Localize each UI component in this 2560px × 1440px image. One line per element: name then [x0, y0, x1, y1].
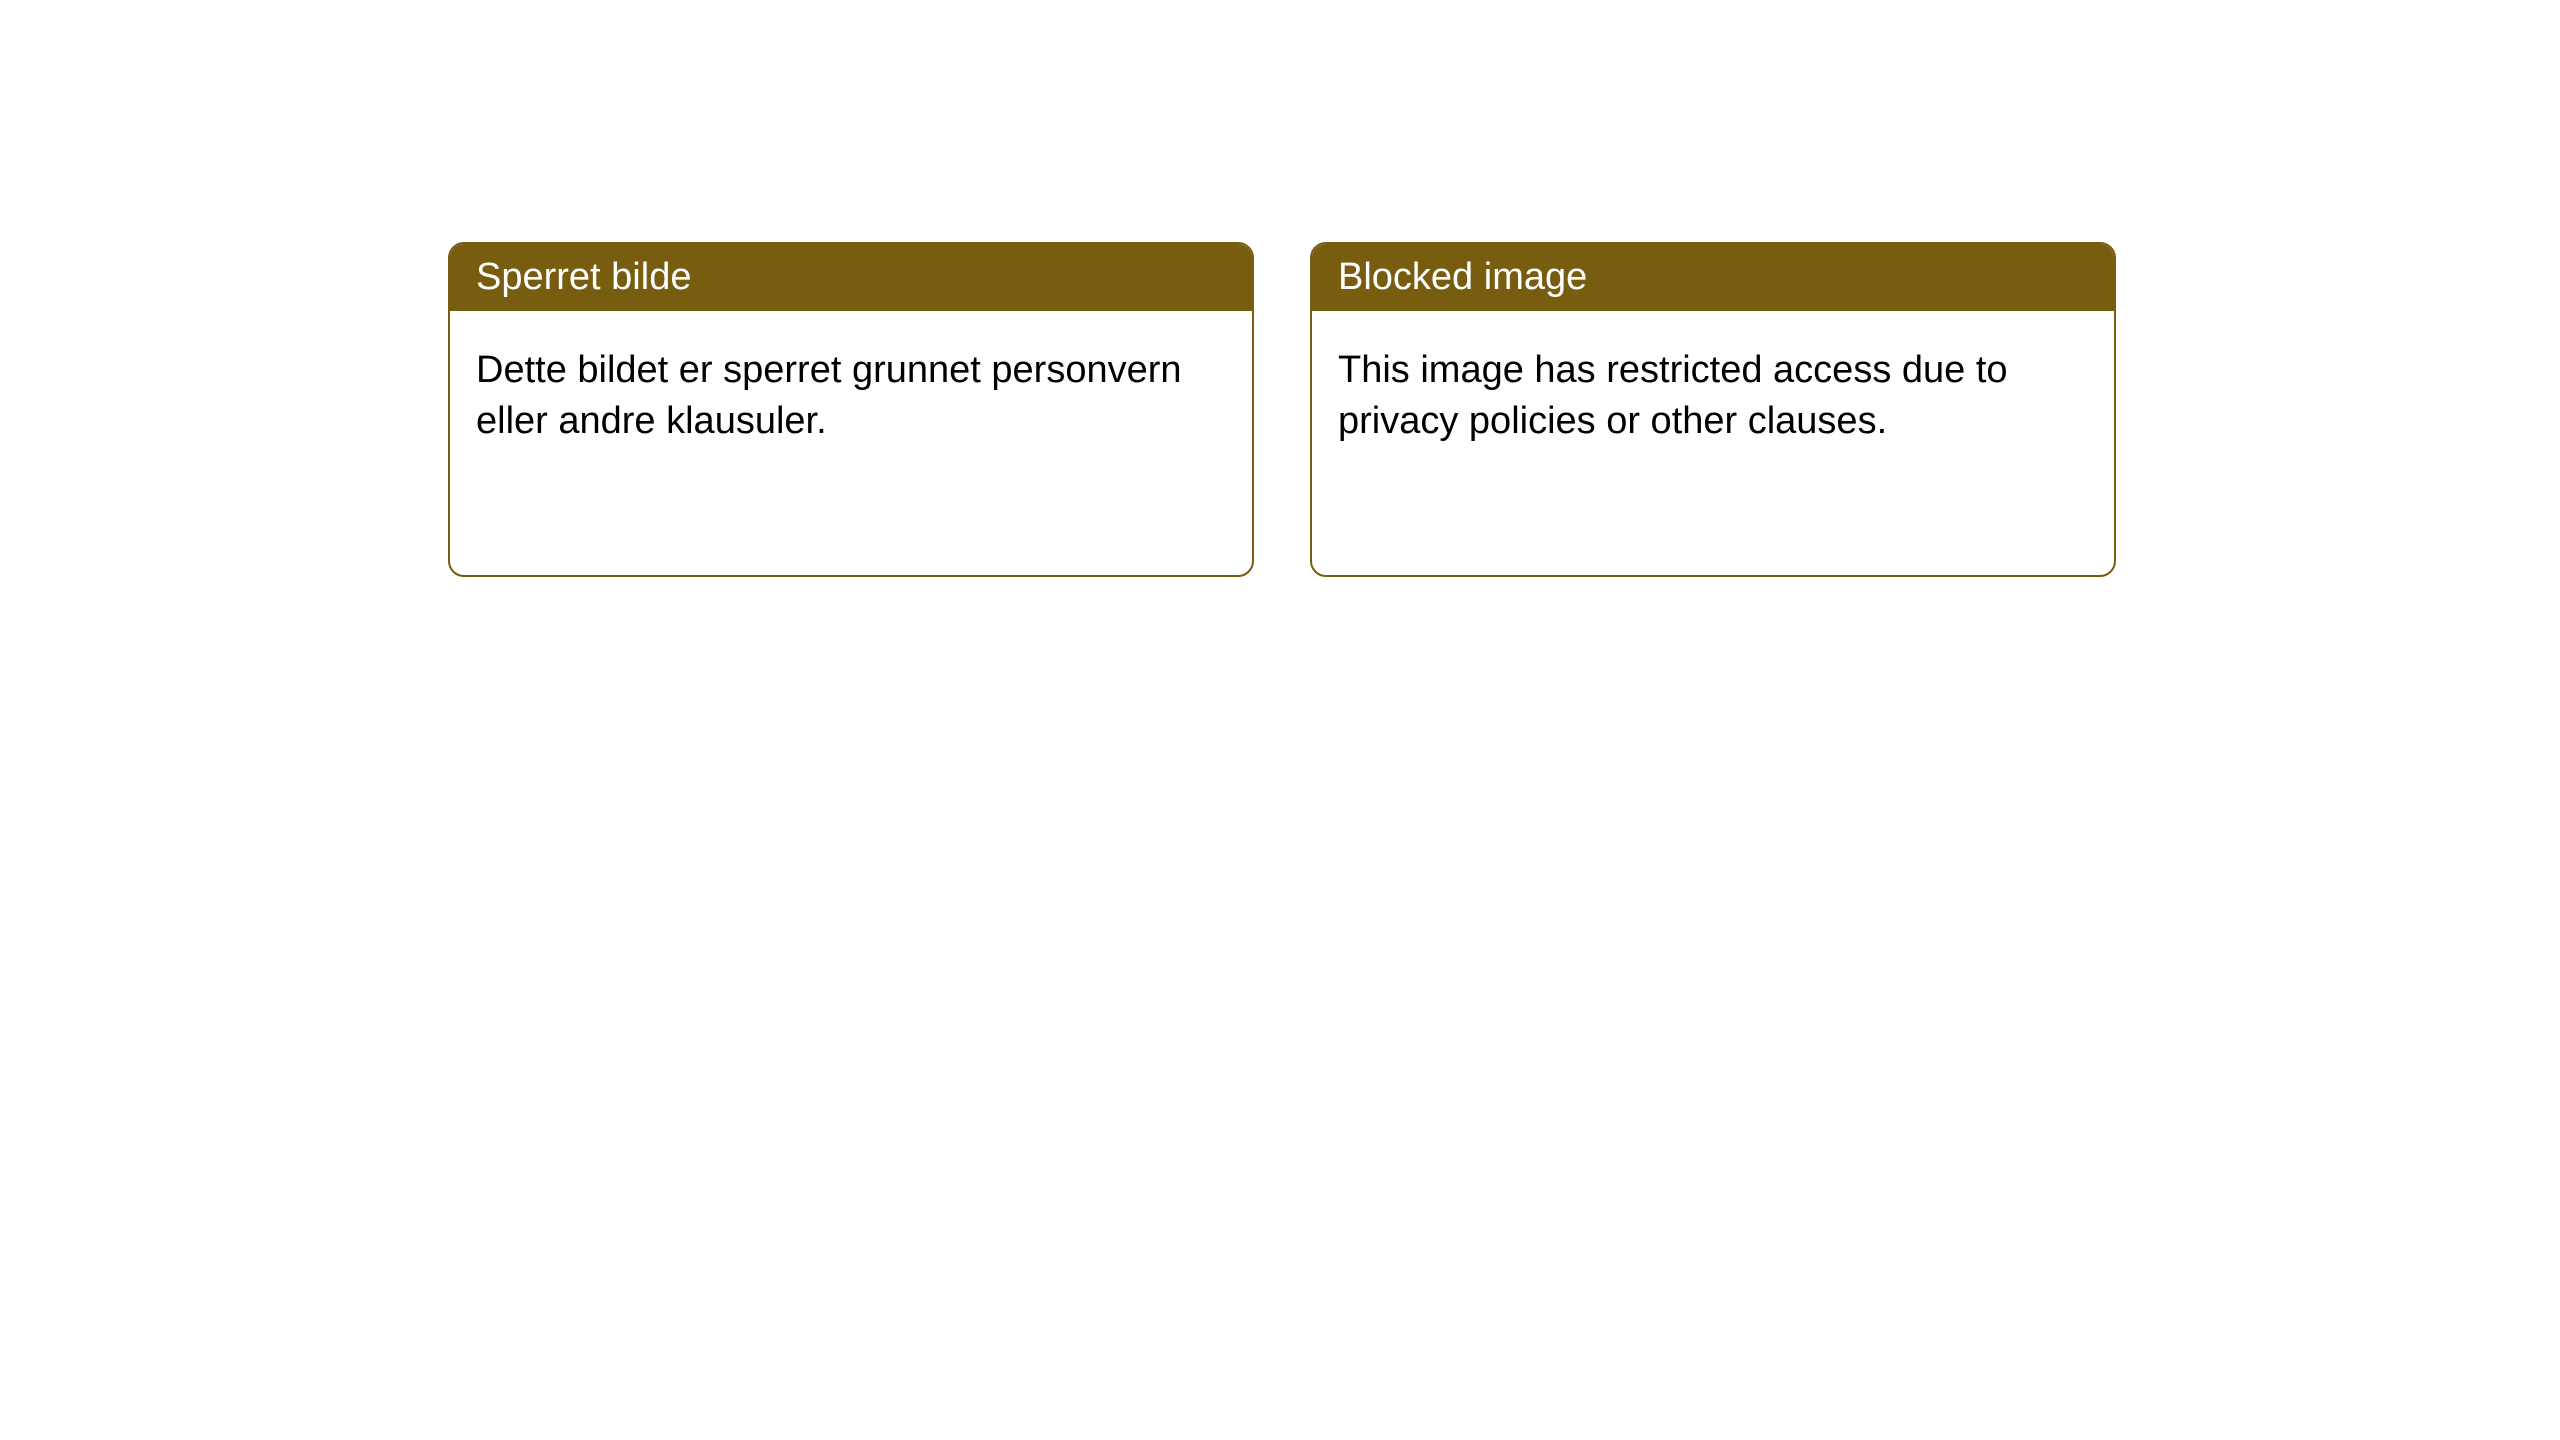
card-body-text: This image has restricted access due to …: [1338, 349, 2008, 442]
card-body: Dette bildet er sperret grunnet personve…: [450, 311, 1252, 482]
notice-card-english: Blocked image This image has restricted …: [1310, 242, 2116, 577]
card-body: This image has restricted access due to …: [1312, 311, 2114, 482]
card-header-text: Sperret bilde: [476, 256, 691, 298]
card-body-text: Dette bildet er sperret grunnet personve…: [476, 349, 1182, 442]
card-header-text: Blocked image: [1338, 256, 1587, 298]
notice-card-norwegian: Sperret bilde Dette bildet er sperret gr…: [448, 242, 1254, 577]
card-header: Blocked image: [1312, 244, 2114, 311]
card-header: Sperret bilde: [450, 244, 1252, 311]
notice-cards-container: Sperret bilde Dette bildet er sperret gr…: [0, 0, 2560, 577]
